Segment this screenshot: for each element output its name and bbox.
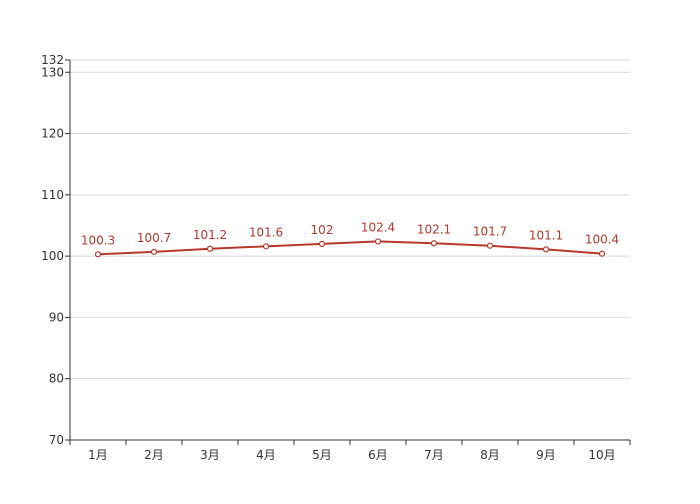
- y-tick-label: 132: [41, 53, 64, 67]
- data-label: 102.4: [361, 220, 395, 234]
- y-tick-label: 130: [41, 65, 64, 79]
- data-point: [318, 240, 326, 247]
- data-labels: 100.3 100.7 101.2 101.6 102 102.4 102.1 101.7 10…: [81, 220, 619, 247]
- data-label: 101.6: [249, 225, 283, 239]
- data-label: 100.4: [585, 233, 619, 247]
- y-tick-label: 120: [41, 127, 64, 141]
- data-point: [262, 243, 270, 250]
- y-tick-label: 70: [49, 433, 64, 447]
- data-label: 100.3: [81, 233, 115, 247]
- series-layer: [94, 238, 606, 258]
- y-tick-label: 100: [41, 249, 64, 263]
- data-label: 102: [311, 223, 334, 237]
- data-label: 102.1: [417, 222, 451, 236]
- data-point: [374, 238, 382, 245]
- y-tick-label: 90: [49, 310, 64, 324]
- y-tick-label: 110: [41, 188, 64, 202]
- x-tick-label: 1月: [88, 448, 108, 462]
- data-point: [206, 245, 214, 252]
- x-tick-label: 4月: [256, 448, 276, 462]
- data-point: [542, 246, 550, 253]
- x-tick-label: 8月: [480, 448, 500, 462]
- data-point: [94, 251, 102, 258]
- gridlines: [70, 59, 630, 380]
- data-label: 101.7: [473, 225, 507, 239]
- x-tick-label: 3月: [200, 448, 220, 462]
- data-point: [598, 250, 606, 257]
- data-label: 100.7: [137, 231, 171, 245]
- data-label: 101.2: [193, 228, 227, 242]
- series-line: [97, 240, 603, 256]
- x-tick-label: 2月: [144, 448, 164, 462]
- y-tick-label: 80: [49, 372, 64, 386]
- data-point: [486, 242, 494, 249]
- data-label: 101.1: [529, 228, 563, 242]
- x-tick-label: 5月: [312, 448, 332, 462]
- data-point: [430, 240, 438, 247]
- x-tick-label: 10月: [588, 448, 615, 462]
- x-tick-label: 6月: [368, 448, 388, 462]
- x-tick-label: 7月: [424, 448, 444, 462]
- x-tick-label: 9月: [536, 448, 556, 462]
- data-point: [150, 248, 158, 255]
- x-axis-ticks: 1月 2月 3月 4月 5月 6月 7月 8月 9月 10月: [69, 440, 631, 462]
